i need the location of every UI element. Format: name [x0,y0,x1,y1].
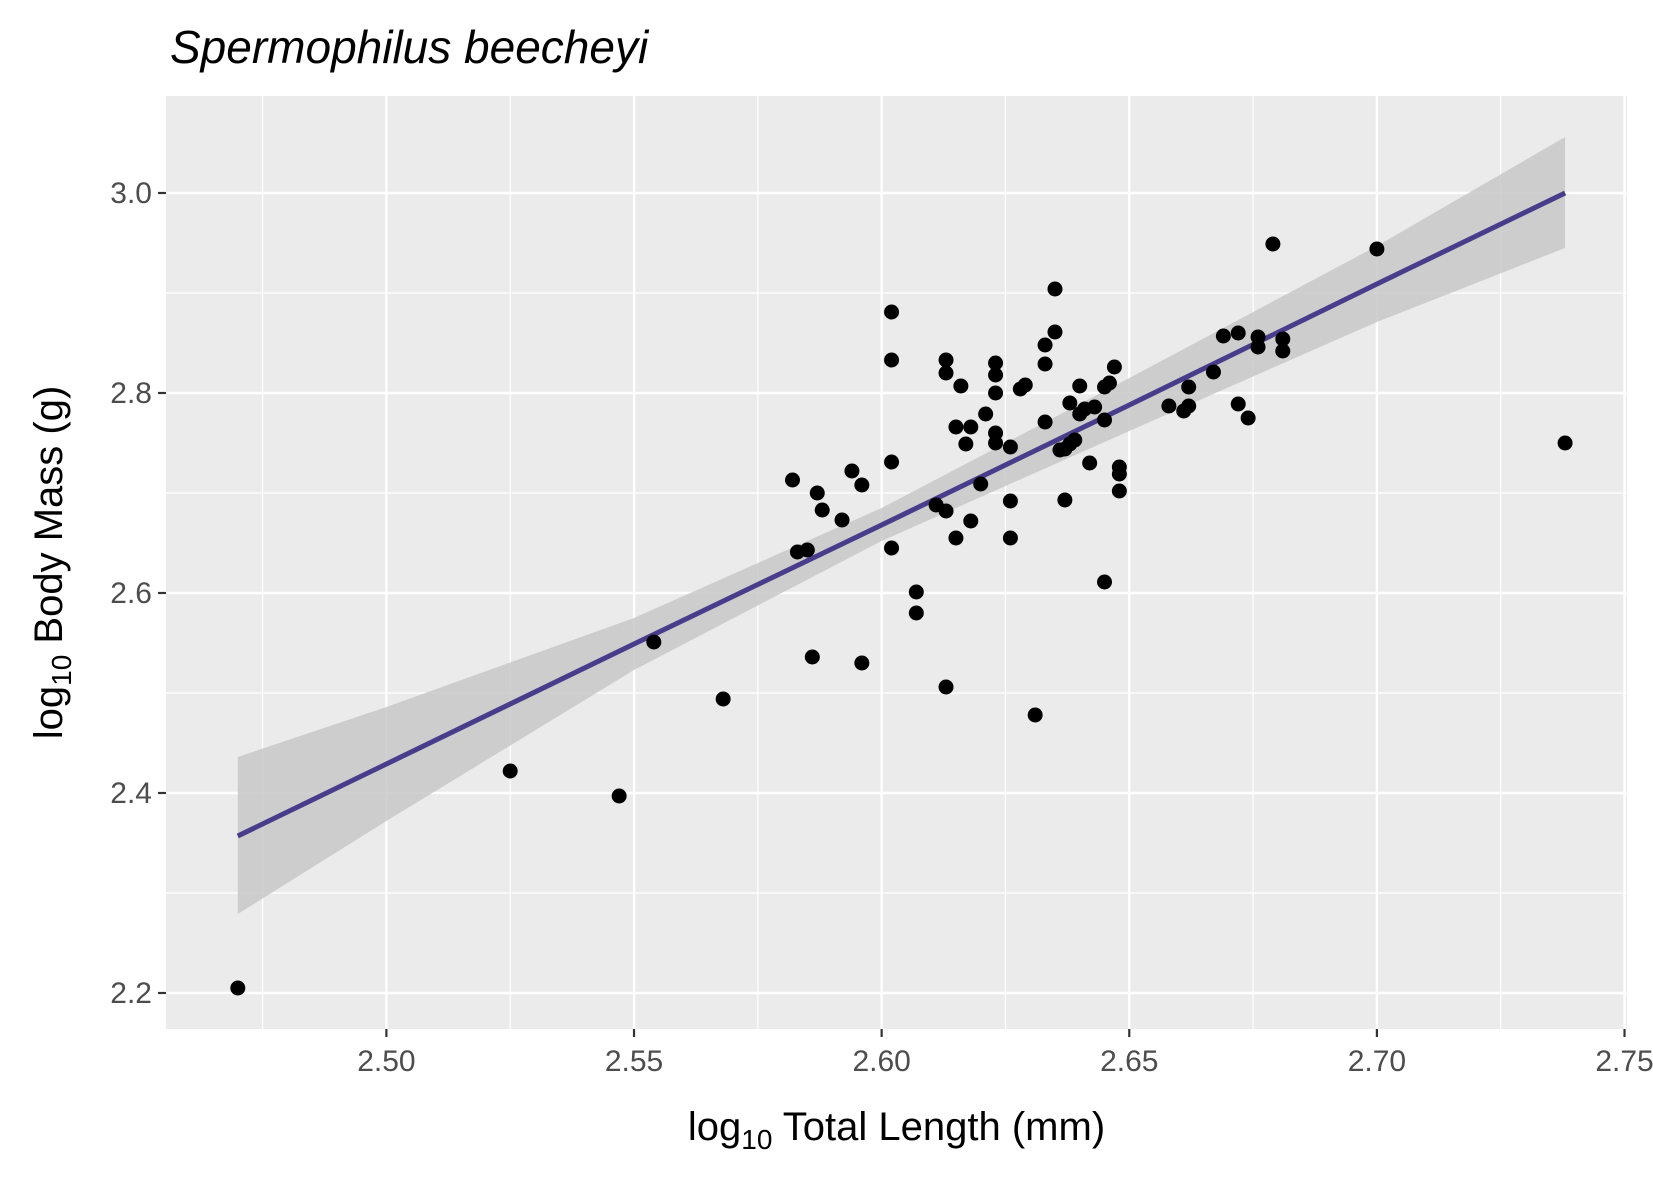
data-point [1111,483,1127,499]
y-tick-label: 2.2 [110,977,152,1010]
data-point [1062,395,1078,411]
y-tick-label: 3.0 [110,177,152,210]
y-tick-label: 2.6 [110,577,152,610]
data-point [988,367,1004,383]
data-point [948,530,964,546]
data-point [1240,410,1256,426]
data-point [646,634,662,650]
data-point [1002,493,1018,509]
data-point [938,352,954,368]
data-point [1230,396,1246,412]
data-point [1101,375,1117,391]
data-point [1369,241,1385,257]
regression-line [236,190,1567,839]
data-point [884,454,900,470]
data-point [230,980,246,996]
data-point [502,763,518,779]
y-axis-title-subscript: 10 [46,655,77,686]
data-point [814,502,830,518]
data-point [1072,378,1088,394]
data-point [1161,398,1177,414]
data-point [834,512,850,528]
x-axis-title: log10 Total Length (mm) [688,1105,1105,1155]
x-tick-label: 2.55 [605,1045,663,1078]
data-point [953,378,969,394]
data-point [938,679,954,695]
y-tick-label: 2.8 [110,377,152,410]
data-point [908,584,924,600]
data-point [1087,399,1103,415]
data-point [1057,492,1073,508]
data-point [958,436,974,452]
data-point [1181,379,1197,395]
data-point [1557,435,1573,451]
x-tick-label: 2.50 [357,1045,415,1078]
data-point [1097,412,1113,428]
data-point [1082,455,1098,471]
data-point [988,355,1004,371]
data-points [230,236,1573,996]
data-point [1250,339,1266,355]
data-point [1047,281,1063,297]
x-tick-label: 2.75 [1595,1045,1653,1078]
data-point [963,513,979,529]
x-axis-title-prefix: log [688,1105,741,1149]
data-point [973,476,989,492]
x-tick-label: 2.65 [1100,1045,1158,1078]
data-point [1275,331,1291,347]
data-point [908,605,924,621]
data-point [884,540,900,556]
data-point [988,435,1004,451]
data-point [1067,432,1083,448]
data-point [1106,359,1122,375]
data-point [938,365,954,381]
y-axis-title-text: Body Mass (g) [27,386,71,655]
data-point [1111,466,1127,482]
chart-title: Spermophilus beecheyi [170,21,650,73]
data-point [978,406,994,422]
data-point [844,463,860,479]
data-point [1265,236,1281,252]
data-point [1002,530,1018,546]
x-tick-label: 2.60 [852,1045,910,1078]
data-point [1037,337,1053,353]
data-point [804,649,820,665]
x-axis-title-subscript: 10 [741,1124,772,1155]
y-axis-title-prefix: log [27,686,71,739]
x-axis-ticks: 2.50 2.55 2.60 2.65 2.70 2.75 [357,1029,1653,1078]
data-point [1205,364,1221,380]
data-point [809,485,825,501]
data-point [715,691,731,707]
data-point [1047,324,1063,340]
data-point [611,788,627,804]
y-axis-ticks: 2.2 2.4 2.6 2.8 3.0 [110,177,166,1010]
data-point [854,655,870,671]
data-point [1181,398,1197,414]
data-point [784,472,800,488]
y-tick-label: 2.4 [110,777,152,810]
data-point [938,503,954,519]
data-point [1037,356,1053,372]
y-axis-title: log10 Body Mass (g) [27,386,77,740]
data-point [988,385,1004,401]
x-tick-label: 2.70 [1348,1045,1406,1078]
data-point [1230,325,1246,341]
data-point [884,352,900,368]
data-point [1027,707,1043,723]
data-point [799,542,815,558]
data-point [884,304,900,320]
data-point [963,419,979,435]
data-point [1275,343,1291,359]
data-point [854,477,870,493]
data-point [1037,414,1053,430]
x-axis-title-text: Total Length (mm) [772,1105,1105,1149]
data-point [1097,574,1113,590]
data-point [1017,377,1033,393]
data-point [1002,439,1018,455]
data-point [948,419,964,435]
data-point [1215,328,1231,344]
